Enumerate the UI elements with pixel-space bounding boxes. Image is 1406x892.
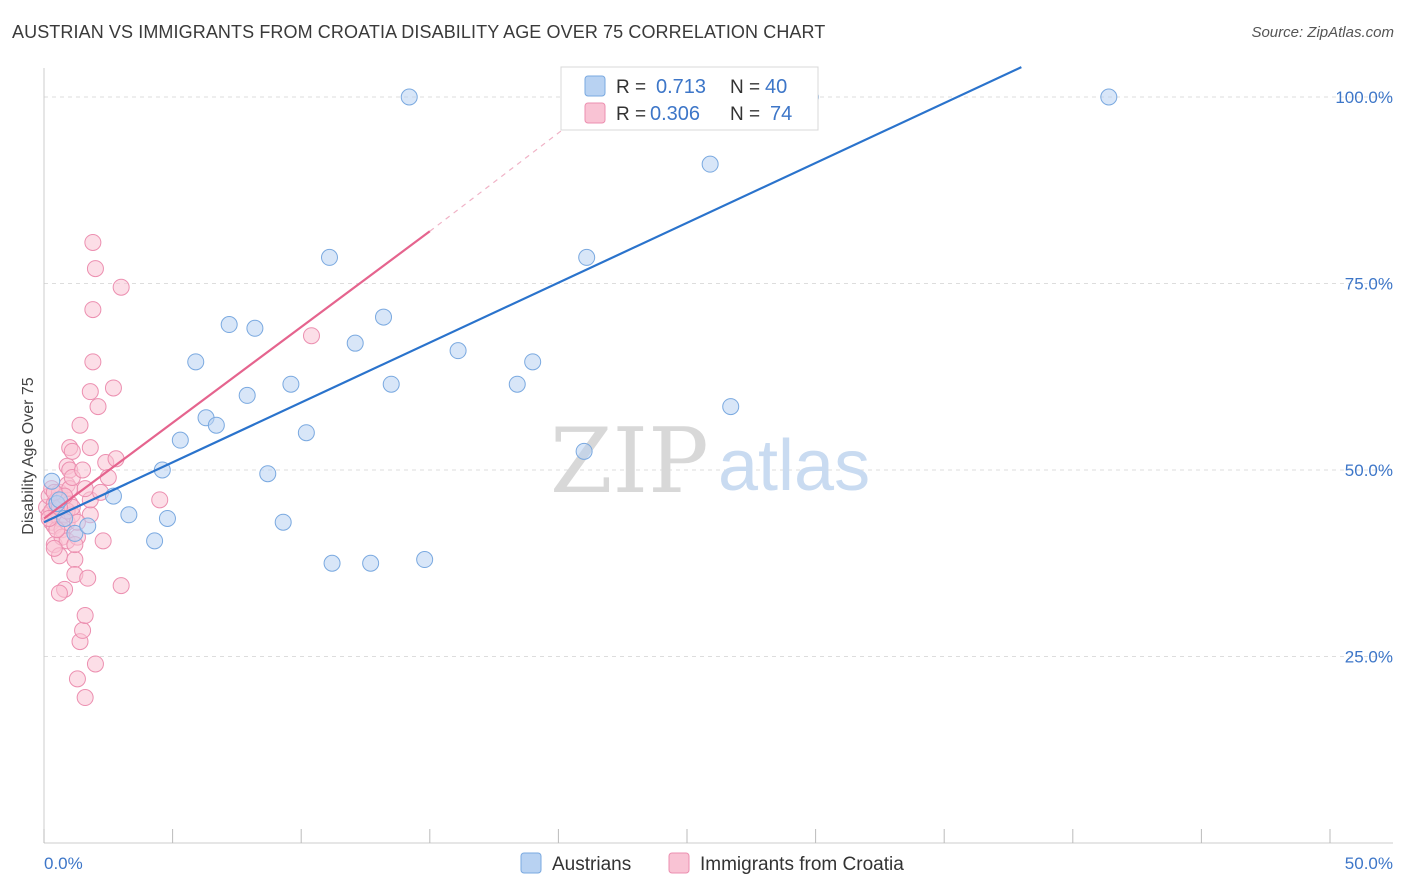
watermark: ZIP atlas [550, 409, 870, 514]
bottom-legend-croatia: Immigrants from Croatia [700, 854, 904, 875]
austrians-point-29 [449, 342, 467, 360]
bottom-legend-austrians: Austrians [552, 854, 631, 875]
watermark-zip: ZIP [550, 409, 709, 514]
legend-swatch-austrians [584, 75, 606, 97]
x-tick-label-max: 50.0% [1345, 854, 1393, 873]
croatia-point-47 [84, 301, 102, 319]
austrians-point-22 [323, 554, 341, 572]
croatia-point-58 [112, 577, 130, 595]
austrians-point-17 [259, 465, 277, 483]
austrians-point-35 [701, 155, 719, 173]
austrians-point-39 [50, 491, 68, 509]
austrians-point-13 [207, 416, 225, 434]
croatia-point-40 [79, 569, 97, 587]
croatia-point-49 [86, 260, 104, 278]
austrians-point-18 [274, 513, 292, 531]
croatia-point-62 [50, 584, 68, 602]
croatia-point-50 [86, 655, 104, 673]
croatia-point-60 [151, 491, 169, 509]
legend-n-label-1: N = [730, 77, 760, 98]
croatia-point-30 [66, 551, 84, 569]
austrians-point-36 [722, 398, 740, 416]
legend-n-value-1: 40 [765, 76, 787, 98]
legend-r-label-2: R = [616, 104, 646, 125]
y-tick-label-100: 100.0% [1335, 88, 1393, 107]
y-tick-labels: 25.0% 50.0% 75.0% 100.0% [1335, 88, 1393, 667]
austrians-point-25 [375, 308, 393, 326]
trendline-austrians [43, 66, 1022, 524]
croatia-point-51 [89, 398, 107, 416]
austrians-point-0 [43, 472, 61, 490]
austrians-point-23 [346, 334, 364, 352]
austrians-point-26 [382, 375, 400, 393]
austrians-point-10 [171, 431, 189, 449]
trendlines [43, 66, 1022, 524]
croatia-point-39 [76, 689, 94, 707]
austrians-point-24 [362, 554, 380, 572]
legend-r-label-1: R = [616, 77, 646, 98]
croatia-point-37 [74, 461, 92, 479]
croatia-point-61 [302, 327, 320, 345]
source-label: Source: ZipAtlas.com [1251, 24, 1394, 41]
bottom-legend-swatch-austrians [520, 852, 542, 874]
austrians-point-38 [1100, 88, 1118, 106]
legend-swatch-croatia [584, 102, 606, 124]
y-axis-label: Disability Age Over 75 [20, 377, 37, 535]
legend-n-value-2: 74 [770, 103, 792, 125]
watermark-atlas: atlas [718, 426, 870, 506]
trendline-croatia [43, 230, 431, 520]
austrians-point-28 [416, 551, 434, 569]
chart-title: AUSTRIAN VS IMMIGRANTS FROM CROATIA DISA… [12, 22, 826, 42]
austrians-point-19 [282, 375, 300, 393]
y-tick-label-50: 50.0% [1345, 461, 1393, 480]
croatia-point-46 [84, 353, 102, 371]
x-tick-label-min: 0.0% [44, 854, 83, 873]
austrians-point-32 [575, 442, 593, 460]
axes [43, 68, 1393, 844]
grid [44, 96, 1393, 657]
austrians-point-4 [79, 517, 97, 535]
austrians-point-21 [320, 248, 338, 266]
croatia-point-56 [104, 379, 122, 397]
y-tick-label-25: 25.0% [1345, 648, 1393, 667]
austrians-point-27 [400, 88, 418, 106]
austrians-point-3 [66, 524, 84, 542]
austrians-point-15 [238, 386, 256, 404]
austrians-point-14 [220, 316, 238, 334]
austrians-point-16 [246, 319, 264, 337]
croatia-point-64 [45, 539, 63, 557]
croatia-point-38 [76, 606, 94, 624]
x-ticks [43, 829, 1331, 843]
croatia-point-28 [63, 442, 81, 460]
austrians-point-20 [297, 424, 315, 442]
austrians-point-31 [524, 353, 542, 371]
austrians-point-6 [120, 506, 138, 524]
croatia-point-45 [81, 383, 99, 401]
croatia-point-43 [81, 439, 99, 457]
trendline-croatia-extension [429, 122, 572, 232]
austrians-point-8 [146, 532, 164, 550]
austrians-point-33 [578, 248, 596, 266]
croatia-point-48 [84, 233, 102, 251]
austrians-point-11 [187, 353, 205, 371]
legend-r-value-1: 0.713 [656, 76, 706, 98]
y-tick-label-75: 75.0% [1345, 275, 1393, 294]
croatia-point-59 [112, 278, 130, 296]
series-legend: Austrians Immigrants from Croatia [520, 852, 904, 875]
croatia-point-36 [71, 416, 89, 434]
croatia-point-33 [68, 670, 86, 688]
croatia-point-53 [94, 532, 112, 550]
bottom-legend-swatch-croatia [668, 852, 690, 874]
correlation-legend: R = 0.713 N = 40 R = 0.306 N = 74 [560, 66, 819, 131]
austrians-point-9 [158, 509, 176, 527]
austrians-point-30 [508, 375, 526, 393]
legend-n-label-2: N = [730, 104, 760, 125]
legend-r-value-2: 0.306 [650, 103, 700, 125]
croatia-point-35 [74, 621, 92, 639]
